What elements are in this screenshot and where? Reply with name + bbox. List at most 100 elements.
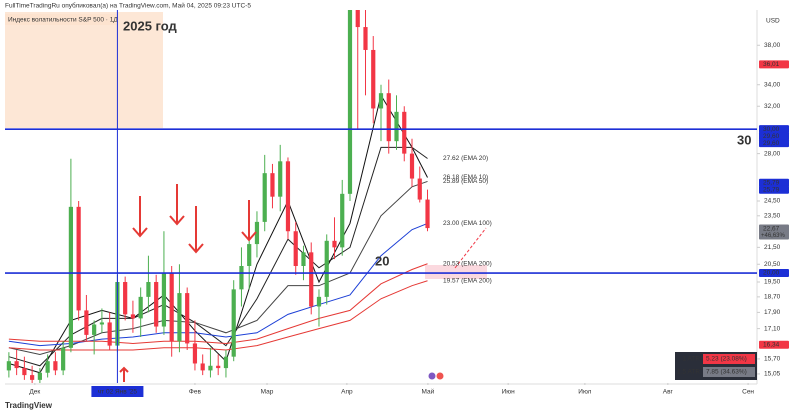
candle-body (76, 206, 81, 311)
candle-body (386, 93, 391, 142)
candle-body (22, 368, 27, 376)
candle-body (316, 296, 322, 307)
target-zone (425, 265, 487, 279)
price-badge (759, 60, 789, 69)
price-badge (759, 178, 789, 187)
ema-label: 25.89 (EMA 50) (443, 178, 488, 185)
level-label: 20 (375, 253, 389, 268)
price-badge-label: 25,79 (763, 187, 780, 194)
candle-body (409, 153, 415, 179)
cursor-label-bg (91, 386, 144, 397)
event-icon[interactable] (428, 372, 436, 380)
footer-logo: TradingView (5, 401, 53, 410)
y-tick-label: 34,00 (764, 81, 781, 88)
atr-name: 1.5 ATR (677, 369, 700, 376)
candle-body (285, 161, 291, 232)
candle-body (14, 361, 19, 369)
candle-body (68, 206, 73, 348)
candle-body (378, 93, 384, 109)
x-tick-label: Дек (29, 389, 40, 396)
arrow (119, 366, 129, 382)
candle-body (161, 273, 167, 327)
currency: USD (766, 18, 780, 25)
candle-body (6, 361, 11, 371)
candle-body (293, 231, 298, 266)
candle-body (154, 282, 159, 327)
y-tick-label: 38,00 (764, 42, 781, 49)
x-tick-label: Май (422, 388, 435, 396)
candle-body (394, 111, 399, 142)
candle-body (216, 365, 221, 369)
arrows (119, 184, 257, 382)
candle-body (371, 49, 376, 109)
price-badge-label: 29,60 (763, 140, 780, 147)
arrow (169, 184, 185, 226)
candle-body (425, 199, 430, 229)
header: FullTimeTradingRu опубликовал(а) на Trad… (5, 2, 251, 10)
candle-body (332, 240, 337, 248)
legend-bg (5, 14, 117, 25)
atr-value: 5.23 (23.08%) (706, 356, 747, 363)
candle-body (53, 361, 58, 371)
candle-body (402, 111, 407, 154)
y-tick-label: 20,50 (764, 261, 781, 268)
candle-body (107, 322, 112, 346)
atr-value: 7.85 (34.63%) (706, 369, 747, 376)
candle-body (309, 252, 314, 307)
candle-body (123, 282, 128, 315)
candle-body (30, 375, 35, 380)
price-badge (759, 185, 789, 194)
y-tick-label: 28,00 (764, 150, 781, 157)
arrow (132, 196, 148, 238)
candle-body (417, 178, 422, 200)
candle-body (84, 310, 89, 335)
x-tick-label: Июн (502, 389, 516, 396)
y-tick-label: 32,00 (764, 103, 781, 110)
instrument-title: Индекс волатильности S&P 500 · 1Д (8, 17, 118, 24)
cursor-label: чт 02 Янв '25 (98, 389, 138, 396)
price-badge (759, 224, 789, 240)
ema-label: 23.00 (EMA 100) (443, 220, 492, 227)
ema-label: 26.18 (EMA 10) (443, 174, 488, 181)
candle-body (347, 10, 353, 194)
price-badge-label: 25,79 (763, 180, 780, 187)
x-tick-label: Июл (578, 389, 591, 396)
overlay (119, 184, 487, 382)
candle-body (185, 293, 190, 344)
candle-body (231, 289, 236, 357)
candle-body (138, 296, 143, 319)
y-tick-label: 18,70 (764, 294, 781, 301)
candle-body (278, 161, 283, 197)
ema-line (8, 146, 428, 367)
candle-body (192, 343, 198, 364)
x-tick-label: Апр (341, 389, 353, 396)
y-tick-label: 17,90 (764, 309, 781, 316)
candle-body (61, 347, 66, 371)
candle-body (355, 10, 360, 28)
atr-value-bg (703, 354, 755, 364)
candle-body (169, 273, 174, 342)
x-tick-label: Сен (742, 389, 754, 396)
candle-body (262, 173, 267, 222)
candle-body (130, 314, 136, 319)
y-tick-label: 15,70 (764, 356, 781, 363)
price-badge (759, 125, 789, 134)
x-tick-label: Фев (189, 389, 202, 396)
y-tick-label: 15,05 (764, 371, 781, 378)
candle-body (45, 361, 50, 373)
event-icon[interactable] (436, 372, 444, 380)
candle-body (223, 356, 229, 369)
ema-line (8, 263, 428, 344)
y-tick-label: 24,50 (764, 198, 781, 205)
candle-body (363, 27, 368, 50)
arrow (241, 200, 257, 242)
y-tick-label: 19,50 (764, 279, 781, 286)
price-badge-label: 29,60 (763, 133, 780, 140)
ema-label: 19.57 (EMA 200) (443, 277, 492, 284)
y-tick-label: 17,10 (764, 325, 781, 332)
annotation: 2025 год (123, 18, 178, 33)
candle-body (177, 293, 182, 342)
y-tick-label: 21,50 (764, 244, 781, 251)
x-tick-label: Авг (663, 389, 674, 396)
